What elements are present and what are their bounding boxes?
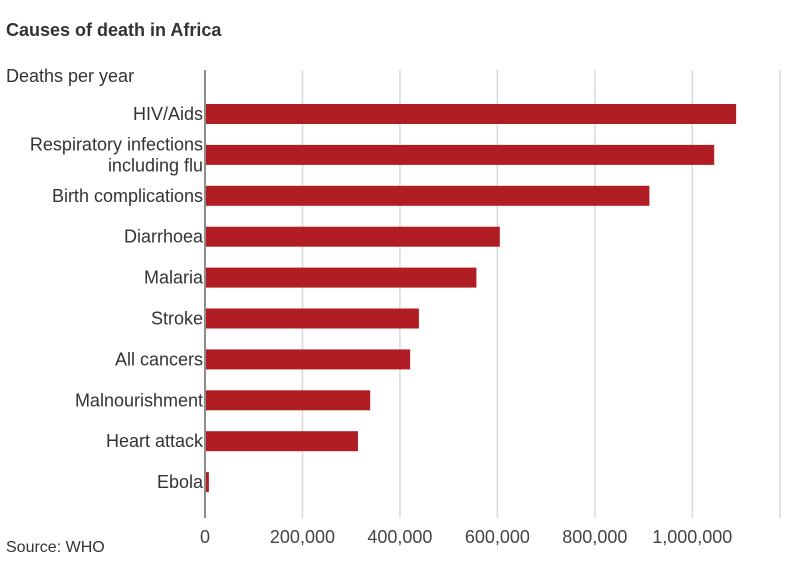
category-label: Diarrhoea	[124, 227, 204, 247]
bar	[205, 349, 411, 370]
tick-labels: 0 200,000 400,000 600,000 800,000 1,000,000	[200, 527, 732, 547]
category-label: Heart attack	[106, 431, 204, 451]
bar	[205, 472, 209, 493]
bar	[205, 308, 419, 329]
bar	[205, 431, 359, 452]
x-tick-label: 1,000,000	[652, 527, 732, 547]
chart-source: Source: WHO	[6, 539, 105, 556]
category-labels: HIV/Aids Respiratory infections including …	[30, 104, 204, 492]
bar	[205, 226, 500, 247]
bars	[205, 104, 737, 493]
category-label: Malnourishment	[75, 390, 203, 410]
chart-title: Causes of death in Africa	[6, 20, 222, 40]
bar	[205, 104, 737, 124]
x-tick-label: 800,000	[562, 527, 627, 547]
category-label: Stroke	[151, 309, 203, 329]
x-tick-label: 200,000	[270, 527, 335, 547]
category-label: Respiratory infections including flu	[30, 134, 203, 175]
category-label: Birth complications	[52, 186, 203, 206]
category-label: Malaria	[144, 268, 204, 288]
chart-subtitle: Deaths per year	[6, 66, 135, 86]
x-tick-label: 400,000	[367, 527, 432, 547]
gridlines	[301, 70, 781, 518]
category-label: HIV/Aids	[133, 104, 203, 124]
bar	[205, 185, 650, 206]
category-label: Ebola	[157, 472, 204, 492]
x-tick-label: 600,000	[465, 527, 530, 547]
bar	[205, 267, 477, 288]
bar	[205, 390, 371, 411]
x-tick-label: 0	[200, 527, 210, 547]
bar	[205, 144, 715, 165]
category-label: All cancers	[115, 349, 203, 369]
